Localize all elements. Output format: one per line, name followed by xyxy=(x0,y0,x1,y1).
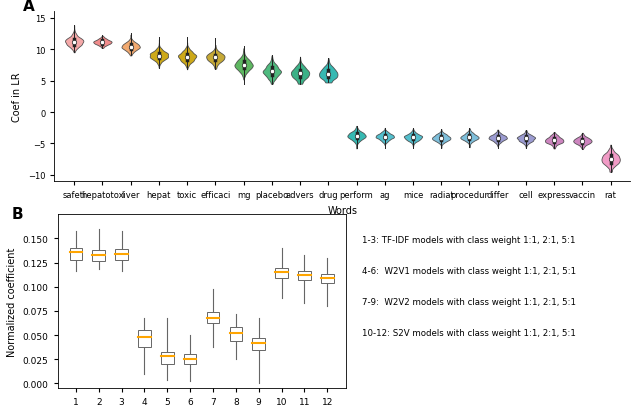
Point xyxy=(605,157,616,163)
Bar xyxy=(92,250,105,261)
Point xyxy=(351,133,362,140)
Point xyxy=(436,135,446,142)
X-axis label: Separate Learner: Separate Learner xyxy=(159,412,244,413)
Point xyxy=(210,55,220,62)
Text: B: B xyxy=(12,206,23,221)
Point xyxy=(125,44,136,51)
Text: 1-3: TF-IDF models with class weight 1:1, 2:1, 5:1: 1-3: TF-IDF models with class weight 1:1… xyxy=(362,235,575,244)
Text: A: A xyxy=(23,0,35,14)
Bar xyxy=(230,328,242,341)
Point xyxy=(239,62,249,69)
Bar xyxy=(321,275,333,283)
Point xyxy=(465,135,475,141)
Point xyxy=(323,71,333,78)
Bar xyxy=(138,330,151,347)
Point xyxy=(521,135,531,142)
Point xyxy=(493,135,503,142)
Bar xyxy=(70,249,82,260)
Bar xyxy=(298,272,311,280)
Point xyxy=(380,134,390,140)
Bar xyxy=(207,312,220,324)
Bar xyxy=(161,353,173,364)
Point xyxy=(549,138,559,144)
Point xyxy=(69,39,79,46)
Point xyxy=(182,54,192,61)
Y-axis label: Normalized coefficient: Normalized coefficient xyxy=(7,247,17,356)
Bar xyxy=(184,354,196,364)
Bar xyxy=(275,269,288,278)
Text: 4-6:  W2V1 models with class weight 1:1, 2:1, 5:1: 4-6: W2V1 models with class weight 1:1, … xyxy=(362,266,576,275)
Point xyxy=(408,135,418,141)
Bar xyxy=(115,249,128,260)
X-axis label: Words: Words xyxy=(328,205,357,215)
Point xyxy=(154,53,164,60)
Point xyxy=(97,40,108,46)
Y-axis label: Coef in LR: Coef in LR xyxy=(12,72,22,122)
Text: 7-9:  W2V2 models with class weight 1:1, 2:1, 5:1: 7-9: W2V2 models with class weight 1:1, … xyxy=(362,297,575,306)
Bar xyxy=(252,338,265,351)
Point xyxy=(267,69,277,76)
Text: 10-12: S2V models with class weight 1:1, 2:1, 5:1: 10-12: S2V models with class weight 1:1,… xyxy=(362,328,575,337)
Point xyxy=(577,138,588,145)
Point xyxy=(295,71,305,77)
